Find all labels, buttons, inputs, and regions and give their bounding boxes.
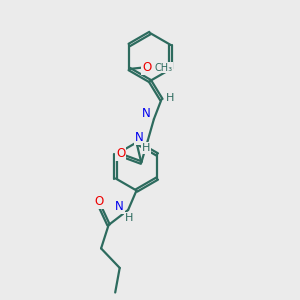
Text: N: N [115,200,124,213]
Text: O: O [142,61,151,74]
Text: O: O [116,147,125,160]
Text: CH₃: CH₃ [154,62,172,73]
Text: H: H [125,213,134,223]
Text: O: O [94,195,103,208]
Text: H: H [142,143,151,153]
Text: H: H [166,93,175,103]
Text: N: N [135,130,144,144]
Text: N: N [142,107,151,120]
